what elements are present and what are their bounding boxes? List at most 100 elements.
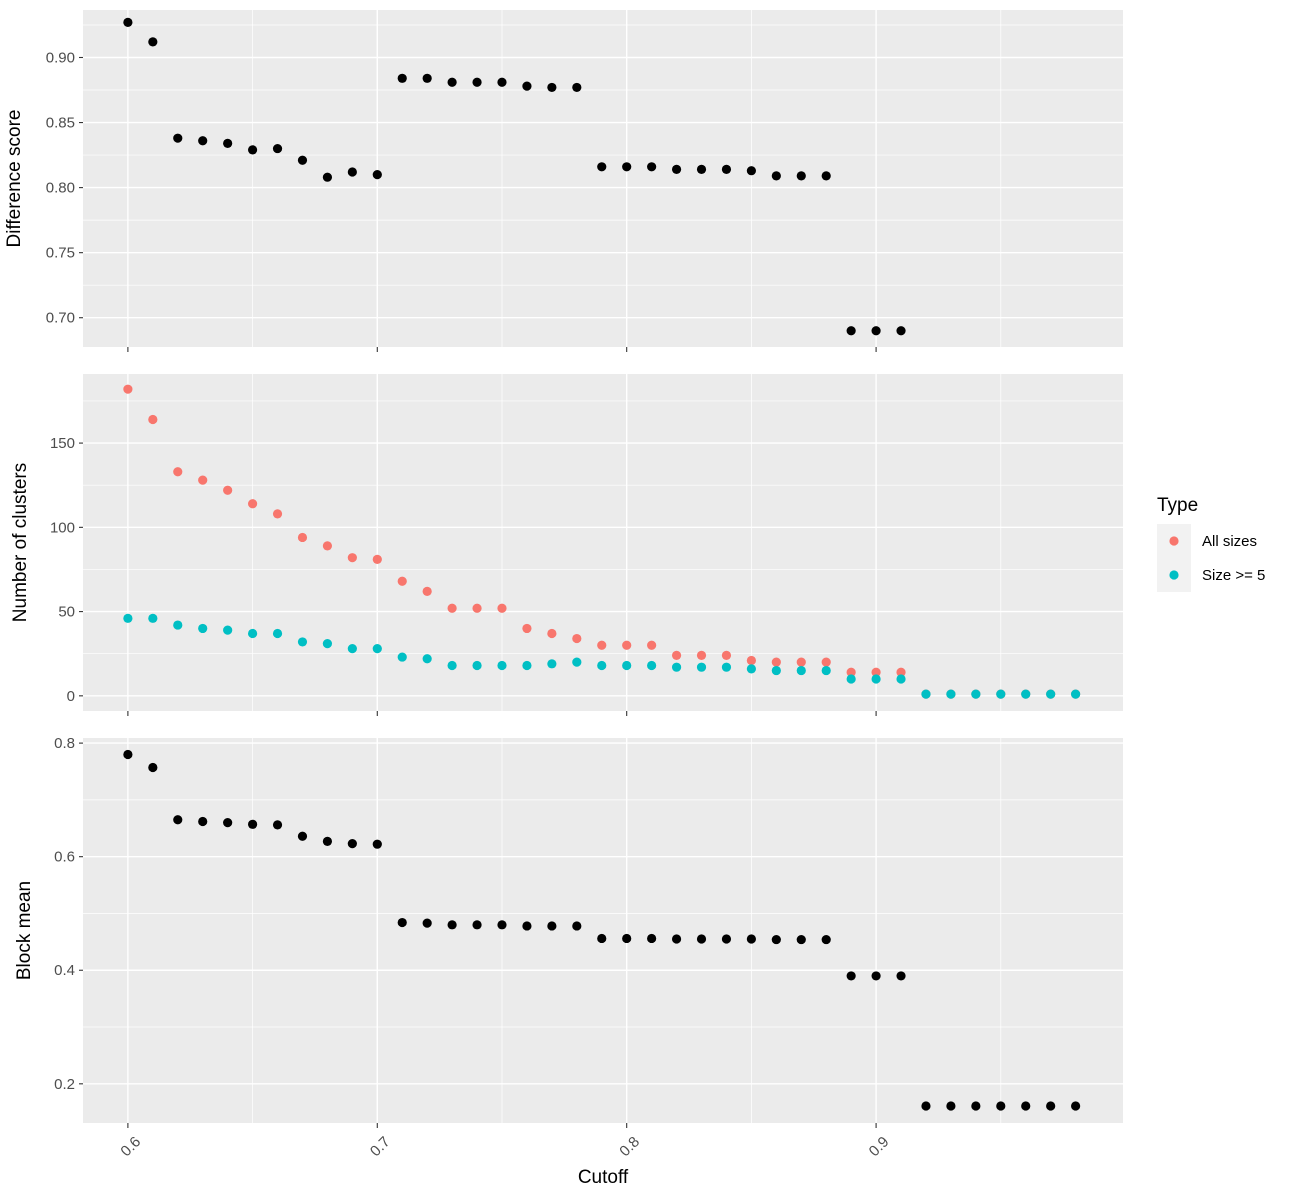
data-point <box>597 933 607 944</box>
data-point <box>1071 689 1081 699</box>
series-all-sizes <box>123 384 1081 699</box>
data-point <box>198 623 208 634</box>
data-point <box>996 689 1006 699</box>
data-point <box>921 689 931 699</box>
data-point <box>148 414 158 425</box>
data-point <box>447 920 457 930</box>
data-point <box>597 640 607 650</box>
y-tick-label: 50 <box>58 604 75 621</box>
data-point <box>123 613 133 623</box>
data-point <box>821 657 831 667</box>
data-point <box>1071 1101 1081 1111</box>
panel-1: 0.70 0.75 0.80 0.85 0.90 Difference score <box>4 10 1123 352</box>
data-point <box>846 674 856 684</box>
data-point <box>472 920 482 930</box>
y-axis-title: Block mean <box>14 881 35 980</box>
x-axis-title: Cutoff <box>578 1167 629 1188</box>
data-point <box>198 475 208 485</box>
series <box>123 17 906 336</box>
data-point <box>946 1101 956 1111</box>
data-point <box>497 920 507 930</box>
data-point <box>272 509 283 519</box>
y-tick-label: 0.6 <box>54 849 75 866</box>
data-point <box>297 831 308 841</box>
data-point <box>297 532 308 543</box>
legend-entry-all-sizes: All sizes <box>1157 524 1257 558</box>
legend-label: Size >= 5 <box>1202 567 1265 584</box>
data-point <box>696 164 707 174</box>
data-point <box>996 1101 1006 1111</box>
data-point <box>821 171 831 181</box>
panel-background <box>83 374 1123 711</box>
data-point <box>372 839 382 849</box>
data-point <box>771 171 781 181</box>
data-point <box>572 657 582 667</box>
data-point <box>796 171 806 181</box>
series-size-5 <box>123 613 1081 699</box>
legend-marker <box>1169 570 1179 580</box>
data-point <box>771 934 781 945</box>
y-tick-label: 0.75 <box>46 245 75 262</box>
data-point <box>347 644 357 654</box>
data-point <box>896 667 906 677</box>
data-point <box>297 155 308 165</box>
y-tick-label: 0.85 <box>46 115 75 132</box>
data-point <box>173 133 183 143</box>
data-point <box>746 934 756 944</box>
data-point <box>547 921 557 931</box>
data-point <box>322 541 333 551</box>
data-point <box>397 652 407 662</box>
data-point <box>622 660 632 671</box>
data-point <box>597 660 607 671</box>
y-tick-label: 0.4 <box>54 962 75 979</box>
data-point <box>472 77 482 87</box>
data-point <box>671 662 682 672</box>
data-point <box>821 934 831 945</box>
data-point <box>1046 1101 1056 1111</box>
data-point <box>796 665 806 676</box>
data-point <box>696 934 707 944</box>
data-point <box>871 667 881 677</box>
data-point <box>422 654 432 664</box>
x-tick-label: 0.6 <box>117 1133 144 1160</box>
panel-background <box>83 738 1123 1123</box>
data-point <box>622 162 632 172</box>
data-point <box>696 662 707 672</box>
x-tick-label: 0.7 <box>367 1133 394 1160</box>
data-point <box>696 650 707 660</box>
data-point <box>347 167 357 177</box>
y-tick-label: 150 <box>50 435 75 452</box>
data-point <box>721 650 732 660</box>
data-point <box>497 77 507 87</box>
data-point <box>497 660 507 671</box>
data-point <box>173 815 183 825</box>
data-point <box>173 620 183 630</box>
data-point <box>921 1101 931 1111</box>
data-point <box>223 138 233 148</box>
data-point <box>372 554 382 564</box>
data-point <box>148 37 158 47</box>
data-point <box>148 613 158 623</box>
data-point <box>721 662 732 672</box>
data-point <box>771 665 781 676</box>
data-point <box>771 657 781 667</box>
data-point <box>896 326 906 336</box>
panel-3: 0.2 0.4 0.6 0.8 Block mean <box>14 735 1123 1128</box>
data-point <box>123 17 133 27</box>
legend-entry-size-5: Size >= 5 <box>1157 558 1265 592</box>
data-point <box>322 639 333 649</box>
y-tick-label: 0.2 <box>54 1076 75 1093</box>
data-point <box>397 576 407 586</box>
data-point <box>447 603 457 613</box>
data-point <box>846 326 856 336</box>
data-point <box>547 628 557 639</box>
data-point <box>671 650 682 660</box>
data-point <box>746 166 756 176</box>
x-tick-label: 0.9 <box>866 1133 893 1160</box>
y-axis-title: Difference score <box>4 110 25 248</box>
data-point <box>447 660 457 671</box>
data-point <box>522 623 532 634</box>
data-point <box>223 818 233 828</box>
y-tick-label: 0.80 <box>46 180 75 197</box>
data-point <box>647 660 657 671</box>
